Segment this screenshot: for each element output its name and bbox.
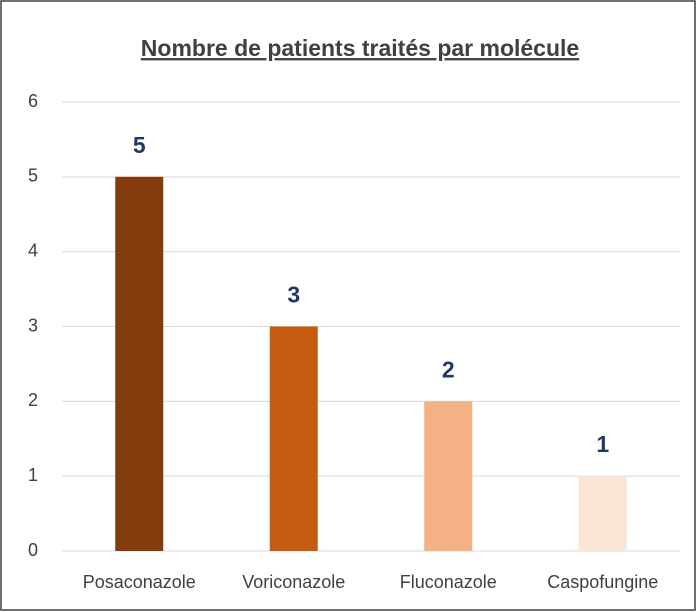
x-tick-label: Voriconazole (242, 572, 345, 592)
bar (269, 326, 318, 551)
bar (115, 176, 164, 552)
y-tick-label: 6 (28, 91, 38, 111)
y-tick-label: 0 (28, 540, 38, 560)
data-label: 5 (133, 132, 146, 158)
chart-title: Nombre de patients traités par molécule (141, 35, 579, 61)
data-label: 3 (287, 282, 300, 308)
bar (578, 476, 627, 551)
y-tick-label: 4 (28, 240, 38, 260)
y-tick-label: 3 (28, 315, 38, 335)
y-tick-label: 2 (28, 390, 38, 410)
y-tick-label: 1 (28, 465, 38, 485)
data-label: 1 (596, 431, 609, 457)
x-tick-label: Posaconazole (83, 572, 196, 592)
x-tick-label: Fluconazole (400, 572, 497, 592)
y-tick-label: 5 (28, 166, 38, 186)
x-tick-label: Caspofungine (547, 572, 658, 592)
data-label: 2 (442, 356, 455, 382)
bar (424, 401, 473, 551)
